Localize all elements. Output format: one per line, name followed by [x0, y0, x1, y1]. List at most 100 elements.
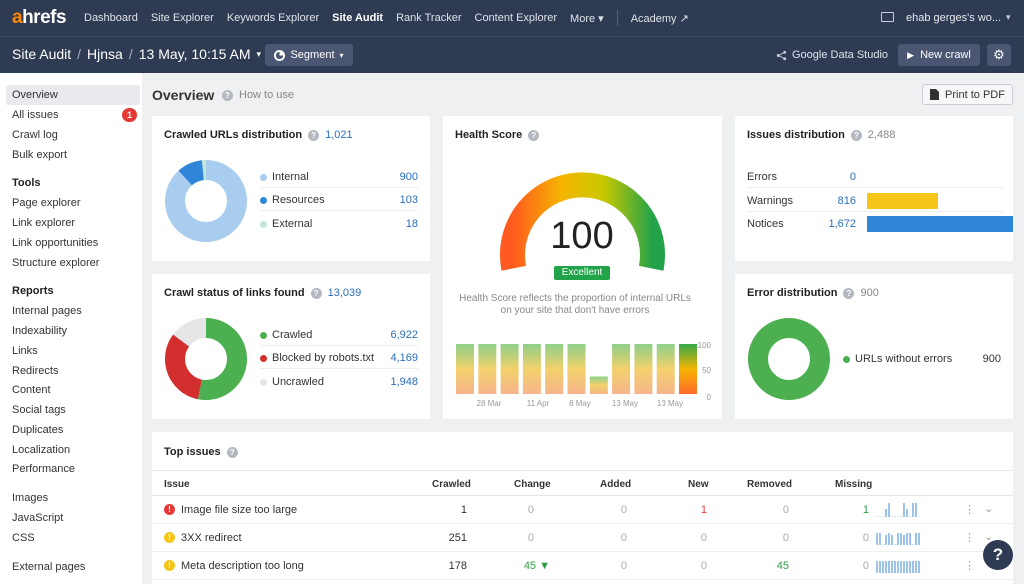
breadcrumb-project[interactable]: Hjnsa: [87, 46, 123, 62]
nav-dashboard[interactable]: Dashboard: [84, 12, 138, 24]
warnings-bar[interactable]: [867, 193, 939, 209]
table-row[interactable]: ! Meta description too long 178 45 ▼ 0 0…: [152, 552, 1013, 580]
table-row[interactable]: ! Image file size too large 1 0 0 1 0 1 …: [152, 496, 1013, 524]
more-options-icon[interactable]: ⋮: [964, 560, 975, 572]
sidebar-item-external-pages[interactable]: External pages: [12, 561, 86, 573]
nav-keywords-explorer[interactable]: Keywords Explorer: [226, 12, 320, 24]
sidebar-item-internal-pages[interactable]: Internal pages: [12, 305, 82, 317]
sidebar-item-css[interactable]: CSS: [12, 532, 35, 544]
missing-value[interactable]: 1: [862, 504, 869, 516]
sidebar-item-duplicates[interactable]: Duplicates: [12, 424, 64, 436]
legend-crawled[interactable]: Crawled 6,922: [260, 328, 418, 346]
history-bar[interactable]: [612, 344, 631, 394]
sidebar-item-javascript[interactable]: JavaScript: [12, 512, 64, 524]
issues-row-notices[interactable]: Notices 1,672: [747, 213, 1013, 235]
sidebar-item-page-explorer[interactable]: Page explorer: [12, 197, 81, 209]
col-missing[interactable]: Missing: [835, 479, 873, 490]
issues-value[interactable]: 0: [849, 171, 856, 183]
help-icon[interactable]: ?: [850, 129, 862, 141]
how-to-use-link[interactable]: ? How to use: [222, 89, 294, 101]
issue-name[interactable]: Meta description too long: [181, 560, 304, 572]
help-icon[interactable]: ?: [843, 287, 855, 299]
print-to-pdf-button[interactable]: Print to PDF: [922, 84, 1013, 105]
added-value[interactable]: 0: [620, 560, 627, 572]
legend-value[interactable]: 900: [982, 353, 1001, 365]
help-icon[interactable]: ?: [310, 287, 322, 299]
removed-value[interactable]: 0: [782, 504, 789, 516]
sidebar-item-localization[interactable]: Localization: [12, 444, 71, 456]
more-options-icon[interactable]: ⋮: [964, 532, 975, 544]
sidebar-item-all-issues[interactable]: All issues: [12, 109, 59, 121]
donut-segment[interactable]: [165, 160, 247, 242]
history-bar[interactable]: [456, 344, 474, 394]
chevron-down-icon[interactable]: ⌄: [984, 531, 994, 543]
crawled-value[interactable]: 251: [448, 532, 467, 544]
history-bar[interactable]: [522, 344, 541, 394]
crawled-value[interactable]: 1: [460, 504, 467, 516]
sidebar-item-overview[interactable]: Overview: [12, 89, 58, 101]
history-bar[interactable]: [545, 344, 564, 394]
ahrefs-logo[interactable]: ahrefs: [12, 7, 67, 28]
settings-button[interactable]: ⚙: [987, 44, 1011, 66]
sidebar-item-links[interactable]: Links: [12, 345, 38, 357]
col-removed[interactable]: Removed: [747, 479, 793, 490]
issues-value[interactable]: 816: [837, 195, 856, 207]
nav-site-explorer[interactable]: Site Explorer: [150, 12, 214, 24]
chevron-down-icon[interactable]: ⌄: [984, 503, 994, 515]
donut-segment[interactable]: [748, 318, 830, 400]
history-bar[interactable]: [567, 344, 586, 394]
col-added[interactable]: Added: [600, 479, 632, 490]
col-issue[interactable]: Issue: [164, 479, 190, 490]
legend-value[interactable]: 4,169: [390, 352, 418, 364]
help-icon[interactable]: ?: [308, 129, 320, 141]
legend-value[interactable]: 103: [399, 194, 418, 206]
sidebar-item-social-tags[interactable]: Social tags: [12, 404, 66, 416]
history-bar[interactable]: [679, 344, 697, 394]
history-bar[interactable]: [500, 344, 519, 394]
notices-bar[interactable]: [867, 216, 1013, 232]
history-bar[interactable]: [589, 376, 608, 395]
legend-value[interactable]: 900: [399, 171, 418, 183]
issues-value[interactable]: 1,672: [828, 218, 856, 230]
issues-row-errors[interactable]: Errors 0: [747, 166, 1003, 188]
table-row[interactable]: ! 3XX redirect 251 0 0 0 0 0 ⋮ ⌄: [152, 524, 1013, 552]
sidebar-item-bulk-export[interactable]: Bulk export: [12, 149, 68, 161]
nav-content-explorer[interactable]: Content Explorer: [474, 12, 558, 24]
donut-segment[interactable]: [165, 318, 247, 400]
chevron-down-icon[interactable]: ▾: [256, 48, 262, 59]
nav-rank-tracker[interactable]: Rank Tracker: [396, 12, 462, 24]
added-value[interactable]: 0: [620, 532, 627, 544]
crawled-value[interactable]: 178: [448, 560, 467, 572]
legend-internal[interactable]: Internal 900: [260, 170, 418, 188]
sidebar-item-link-explorer[interactable]: Link explorer: [12, 217, 75, 229]
nav-more[interactable]: More ▾: [570, 12, 604, 25]
history-bar[interactable]: [634, 344, 653, 394]
nav-site-audit[interactable]: Site Audit: [332, 12, 384, 24]
col-crawled[interactable]: Crawled: [432, 479, 471, 490]
col-new[interactable]: New: [688, 479, 709, 490]
more-options-icon[interactable]: ⋮: [964, 504, 975, 516]
legend-uncrawled[interactable]: Uncrawled 1,948: [260, 375, 418, 393]
issue-name[interactable]: Image file size too large: [181, 504, 298, 516]
crawl-status-total[interactable]: 13,039: [327, 287, 362, 299]
donut-segment[interactable]: [165, 318, 247, 400]
breadcrumb-crawl[interactable]: 13 May, 10:15 AM: [138, 46, 251, 62]
legend-value[interactable]: 1,948: [390, 376, 418, 388]
legend-urls-without-errors[interactable]: URLs without errors 900: [843, 352, 1001, 370]
trend-sparkline[interactable]: [876, 501, 924, 517]
legend-blocked[interactable]: Blocked by robots.txt 4,169: [260, 351, 418, 369]
added-value[interactable]: 0: [620, 504, 627, 516]
missing-value[interactable]: 0: [862, 532, 869, 544]
crawled-urls-total[interactable]: 1,021: [325, 129, 353, 141]
sidebar-item-redirects[interactable]: Redirects: [12, 365, 59, 377]
col-change[interactable]: Change: [514, 479, 551, 490]
legend-external[interactable]: External 18: [260, 217, 418, 235]
segment-button[interactable]: Segment ▾: [265, 44, 353, 66]
trend-sparkline[interactable]: [876, 557, 924, 573]
help-button[interactable]: ?: [983, 540, 1013, 570]
missing-value[interactable]: 0: [862, 560, 869, 572]
legend-resources[interactable]: Resources 103: [260, 193, 418, 211]
new-value[interactable]: 1: [700, 504, 707, 516]
help-icon[interactable]: ?: [528, 129, 540, 141]
history-bar[interactable]: [656, 344, 675, 394]
